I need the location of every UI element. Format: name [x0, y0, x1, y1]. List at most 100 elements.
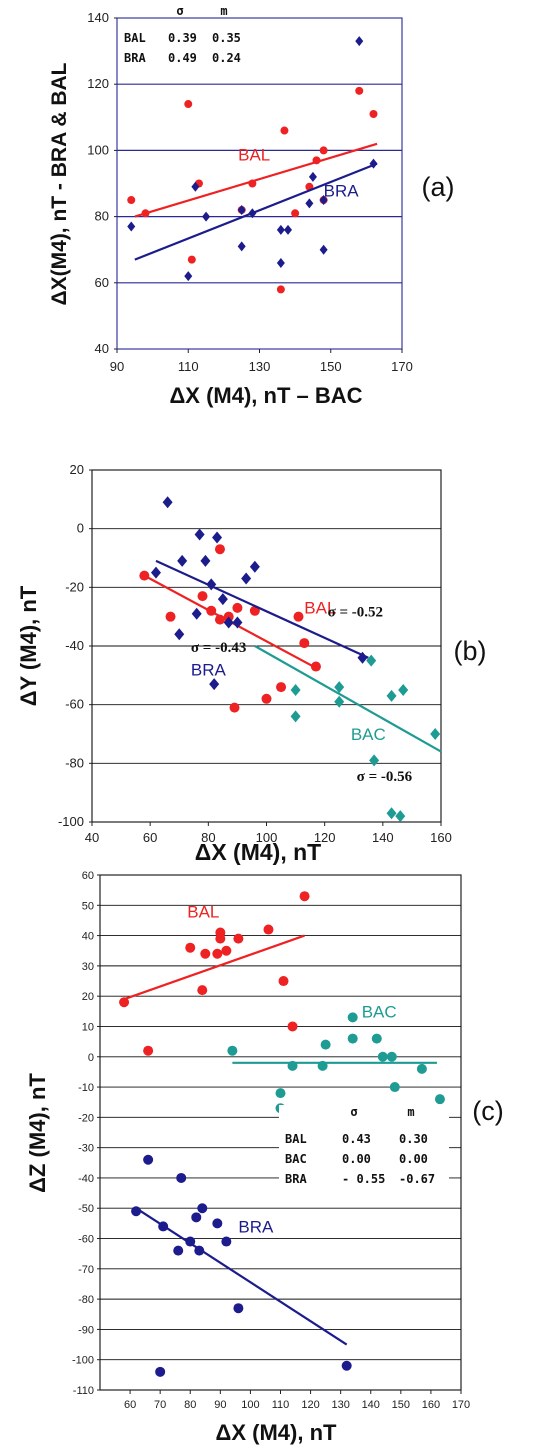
x-tick-label: 160 — [430, 830, 452, 845]
x-tick-label: 150 — [320, 359, 342, 374]
data-point-bra — [355, 36, 364, 47]
stats-table-cell: BRA — [124, 51, 146, 65]
y-tick-label: 80 — [95, 209, 109, 224]
series-label-bac: BAC — [351, 725, 386, 744]
data-point-bal — [355, 86, 364, 95]
data-point-bra — [341, 1360, 352, 1371]
data-point-bac — [398, 684, 409, 696]
data-point-bra — [209, 678, 220, 691]
stats-table-header: σ — [176, 4, 183, 18]
trendline-bra — [134, 162, 378, 261]
y-tick-label: 40 — [82, 931, 94, 943]
data-point-bac — [366, 654, 377, 667]
data-point-bra — [212, 531, 223, 544]
trendline-bra — [135, 1207, 348, 1346]
data-point-bra — [176, 1172, 187, 1183]
data-point-bal — [127, 196, 136, 205]
x-tick-label: 170 — [452, 1399, 470, 1411]
trendline-bal — [123, 934, 305, 1001]
data-point-bal — [299, 638, 310, 649]
data-point-bac — [334, 695, 345, 708]
x-axis-label: ΔX (M4), nT – BAC — [169, 383, 362, 408]
y-tick-label: -80 — [65, 755, 84, 770]
data-point-bra — [185, 1236, 196, 1247]
y-tick-label: 140 — [87, 10, 109, 25]
y-tick-label: 100 — [87, 142, 109, 157]
data-point-bra — [319, 244, 328, 255]
y-tick-label: 0 — [88, 1052, 94, 1064]
data-point-bra — [197, 1203, 208, 1214]
stats-table-cell: 0.24 — [212, 51, 241, 65]
data-point-bal — [280, 126, 289, 135]
data-point-bal — [276, 285, 285, 294]
data-point-bal — [263, 924, 274, 935]
data-point-bac — [371, 1033, 382, 1044]
data-point-bac — [369, 754, 380, 767]
x-tick-label: 130 — [249, 359, 271, 374]
data-point-bra — [143, 1154, 154, 1165]
panel-label: (b) — [454, 636, 487, 666]
data-point-bra — [177, 554, 188, 567]
data-point-bal — [214, 544, 225, 555]
y-tick-label: -90 — [78, 1324, 94, 1336]
data-point-bra — [308, 171, 317, 182]
stats-table-header: m — [407, 1105, 414, 1119]
y-tick-label: -20 — [78, 1112, 94, 1124]
data-point-bal — [278, 976, 289, 987]
data-point-bal — [212, 948, 223, 959]
y-axis-label: ΔX(M4), nT - BRA & BAL — [48, 62, 71, 305]
data-point-bra — [249, 560, 260, 573]
data-point-bra — [191, 607, 202, 620]
data-point-bra — [194, 1245, 205, 1256]
data-point-bac — [389, 1082, 400, 1093]
data-point-bra — [233, 1303, 244, 1314]
data-point-bac — [416, 1063, 427, 1074]
data-point-bac — [275, 1088, 286, 1099]
series-label-bra: BRA — [238, 1217, 274, 1236]
sigma-annotation: σ = -0.52 — [328, 605, 383, 621]
y-tick-label: -80 — [78, 1294, 94, 1306]
series-label-bal: BAL — [187, 902, 219, 921]
data-point-bal — [185, 942, 196, 953]
data-point-bac — [386, 689, 397, 702]
data-point-bac — [290, 684, 301, 696]
data-point-bra — [184, 271, 193, 282]
y-tick-label: -20 — [65, 579, 84, 594]
plot-area — [116, 17, 403, 350]
data-point-bra — [174, 628, 185, 641]
x-tick-label: 100 — [241, 1399, 259, 1411]
y-tick-label: 60 — [95, 275, 109, 290]
data-point-bra — [276, 257, 285, 268]
y-tick-label: 0 — [77, 521, 84, 536]
stats-table-cell: BAC — [285, 1152, 307, 1166]
data-point-bac — [347, 1033, 358, 1044]
chart-panel-c: -110-100-90-80-70-60-50-40-30-20-1001020… — [25, 870, 504, 1445]
data-point-bra — [237, 204, 246, 215]
data-point-bra — [127, 221, 136, 232]
x-tick-label: 40 — [85, 830, 99, 845]
data-point-bal — [248, 179, 257, 188]
data-point-bal — [187, 255, 196, 264]
data-point-bra — [248, 208, 257, 219]
data-point-bal — [319, 146, 328, 155]
data-point-bra — [241, 572, 252, 585]
y-tick-label: -100 — [72, 1355, 94, 1367]
data-point-bac — [395, 810, 406, 823]
data-point-bal — [184, 100, 193, 109]
y-tick-label: 120 — [87, 76, 109, 91]
data-point-bal — [310, 661, 321, 672]
stats-table-cell: 0.49 — [168, 51, 197, 65]
y-tick-label: -40 — [78, 1173, 94, 1185]
data-point-bal — [276, 682, 287, 693]
stats-table-cell: -0.67 — [399, 1172, 435, 1186]
series-label-bac: BAC — [362, 1002, 397, 1021]
y-axis-label: ΔZ (M4), nT — [25, 1073, 50, 1193]
data-point-bac — [347, 1012, 358, 1023]
data-point-bra — [191, 181, 200, 192]
panel-label: (c) — [472, 1096, 503, 1126]
data-point-bra — [150, 566, 161, 579]
x-tick-label: 150 — [392, 1399, 410, 1411]
data-point-bal — [287, 1021, 298, 1032]
x-tick-label: 60 — [124, 1399, 136, 1411]
